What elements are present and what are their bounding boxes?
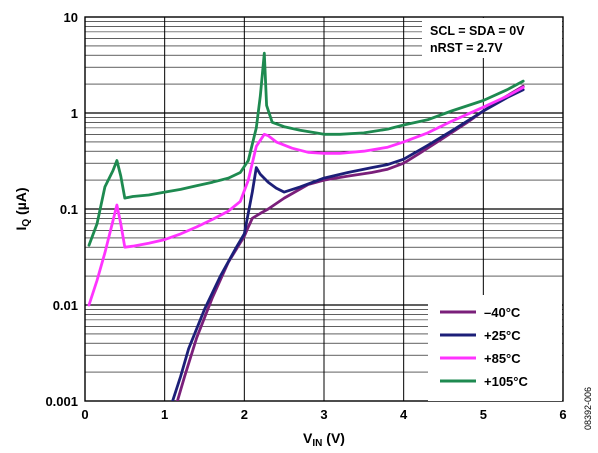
legend-label: +25°C (484, 328, 521, 343)
x-tick-label: 2 (241, 407, 248, 422)
y-axis-label-sub: Q (21, 219, 32, 227)
x-axis-label-unit: (V) (322, 430, 345, 446)
x-axis-label: VIN (V) (303, 430, 345, 449)
y-axis-label-main: I (13, 227, 29, 231)
figure-code: 08392-006 (583, 387, 593, 430)
x-tick-label: 6 (559, 407, 566, 422)
x-tick-label: 3 (320, 407, 327, 422)
y-tick-label: 0.01 (53, 298, 78, 313)
y-axis-label-unit: (µA) (13, 187, 29, 218)
legend-label: +85°C (484, 351, 521, 366)
x-axis-label-main: V (303, 430, 313, 446)
legend-label: –40°C (484, 305, 521, 320)
annotation-line-2: nRST = 2.7V (430, 41, 503, 55)
x-tick-label: 1 (161, 407, 168, 422)
y-tick-label: 1 (71, 106, 78, 121)
legend: –40°C +25°C +85°C +105°C (428, 295, 562, 401)
x-tick-label: 4 (400, 407, 408, 422)
plot-frame (84, 16, 564, 402)
y-tick-label: 0.001 (45, 394, 78, 409)
series-line (171, 88, 525, 401)
annotation-line-1: SCL = SDA = 0V (430, 24, 525, 38)
x-axis-label-sub: IN (312, 438, 322, 449)
series-line (87, 86, 525, 307)
annotation-box (422, 18, 562, 58)
y-tick-labels: 0.001 0.01 0.1 1 10 (45, 10, 78, 409)
legend-label: +105°C (484, 374, 528, 389)
x-tick-label: 5 (480, 407, 487, 422)
x-tick-labels: 0 1 2 3 4 5 6 (81, 407, 566, 422)
series-line (87, 51, 525, 247)
y-axis-label: IQ (µA) (13, 187, 32, 230)
y-tick-label: 0.1 (60, 202, 78, 217)
grid-major-lines (85, 17, 563, 401)
series-layer (87, 51, 525, 401)
y-tick-label: 10 (64, 10, 78, 25)
x-tick-label: 0 (81, 407, 88, 422)
